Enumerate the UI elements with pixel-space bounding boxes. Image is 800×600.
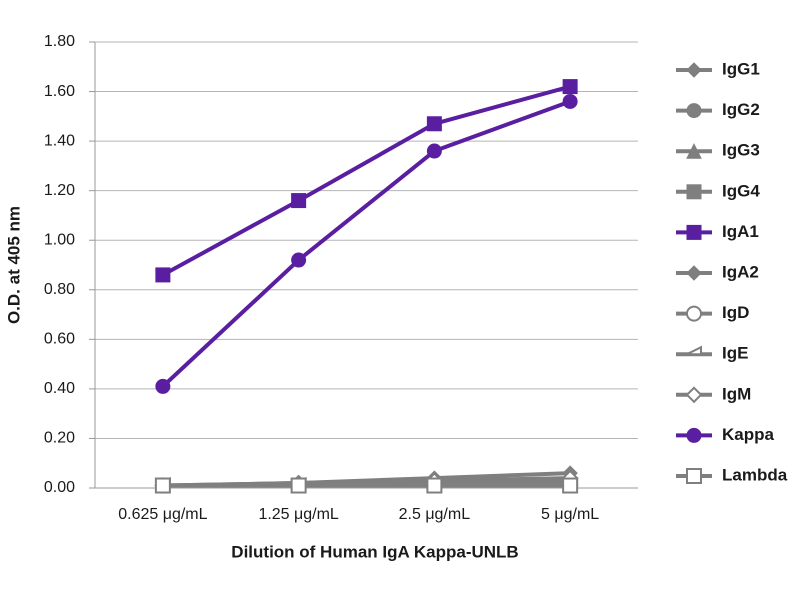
data-point [426, 116, 442, 132]
legend-label: IgG1 [722, 59, 760, 78]
x-tick-label: 5 μg/mL [541, 506, 599, 523]
legend-marker [686, 305, 702, 322]
x-axis-title: Dilution of Human IgA Kappa-UNLB [231, 542, 518, 561]
legend-marker [686, 103, 702, 119]
legend-label: IgG4 [722, 181, 760, 200]
y-axis-title: O.D. at 405 nm [4, 206, 23, 324]
legend-label: IgE [722, 344, 748, 363]
y-tick-label: 1.60 [44, 83, 75, 100]
legend-label: Kappa [722, 425, 775, 444]
legend-marker [686, 345, 702, 356]
legend-label: IgA1 [722, 222, 759, 241]
data-point [562, 477, 579, 494]
legend-marker [686, 184, 702, 200]
y-tick-label: 1.80 [44, 33, 75, 50]
legend-label: IgG2 [722, 100, 760, 119]
y-tick-label: 0.60 [44, 331, 75, 348]
data-point [562, 93, 578, 109]
data-point [291, 193, 307, 209]
legend-marker [686, 265, 702, 281]
x-tick-label: 2.5 μg/mL [399, 506, 471, 523]
y-tick-label: 0.00 [44, 479, 75, 496]
data-point [154, 477, 171, 494]
data-point [426, 143, 442, 159]
y-tick-label: 0.40 [44, 380, 75, 397]
legend-label: IgD [722, 303, 749, 322]
data-point [562, 79, 578, 95]
data-point [426, 477, 443, 494]
y-tick-label: 0.20 [44, 430, 75, 447]
data-point [155, 378, 171, 394]
data-point [291, 252, 307, 268]
legend-marker [685, 386, 703, 404]
legend-marker [686, 468, 702, 484]
legend-label: IgA2 [722, 262, 759, 281]
legend-marker [686, 427, 702, 443]
series-line [161, 99, 571, 388]
legend-marker [686, 143, 702, 159]
y-tick-label: 1.20 [44, 182, 75, 199]
series-line [161, 84, 571, 277]
data-point [155, 267, 171, 283]
legend-marker [686, 224, 702, 240]
legend-marker [686, 62, 702, 78]
legend-label: IgM [722, 384, 751, 403]
x-tick-label: 1.25 μg/mL [258, 506, 338, 523]
legend-label: Lambda [722, 465, 788, 484]
legend-label: IgG3 [722, 141, 760, 160]
x-tick-label: 0.625 μg/mL [118, 506, 207, 523]
y-tick-label: 1.40 [44, 132, 75, 149]
data-point [290, 477, 307, 494]
y-tick-label: 1.00 [44, 231, 75, 248]
y-tick-label: 0.80 [44, 281, 75, 298]
